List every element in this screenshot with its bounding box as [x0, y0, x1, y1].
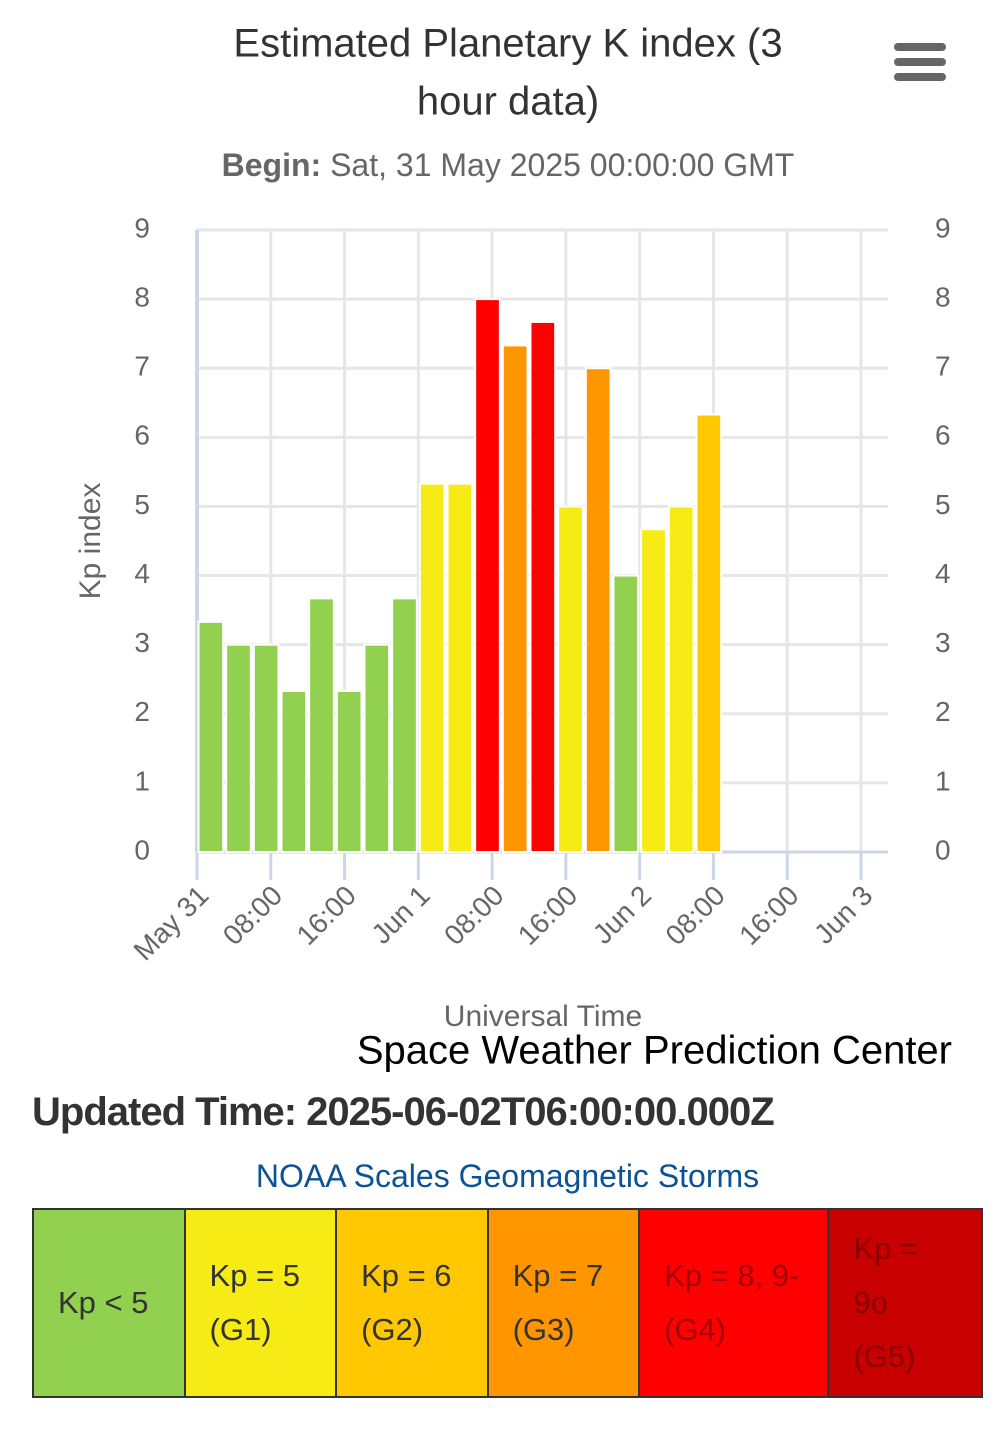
bar: [474, 298, 501, 854]
bar: [197, 620, 225, 853]
x-tick-label: Jun 2: [587, 880, 657, 950]
bar: [612, 574, 640, 853]
y-tick-label: 1: [134, 765, 150, 796]
scale-link[interactable]: NOAA Scales Geomagnetic Storms: [255, 1158, 760, 1194]
bar: [667, 505, 695, 853]
y2-tick-label: 3: [935, 627, 951, 658]
subtitle-text: Sat, 31 May 2025 00:00:00 GMT: [330, 147, 794, 183]
legend-cell: Kp = 8, 9- (G4): [640, 1210, 830, 1396]
bar: [391, 597, 418, 854]
y-tick-label: 7: [134, 351, 150, 382]
bar: [335, 689, 363, 854]
chart: Estimated Planetary K index (3 hour data…: [74, 22, 952, 1073]
credits: Space Weather Prediction Center: [357, 1029, 952, 1073]
bar: [584, 367, 612, 853]
y2-tick-label: 6: [935, 420, 951, 451]
menu-button[interactable]: [892, 40, 946, 84]
bar: [501, 344, 529, 853]
y2-tick-label: 8: [935, 282, 951, 313]
x-tick-label: 08:00: [659, 880, 730, 951]
chart-title: Estimated Planetary K index (3: [233, 22, 782, 66]
y2-tick-label: 2: [935, 696, 951, 727]
bar: [695, 413, 723, 853]
menu-line: [894, 73, 946, 81]
legend-cell: Kp = 6 (G2): [337, 1210, 489, 1396]
y-tick-label: 6: [134, 420, 150, 451]
y-tick-label: 2: [134, 696, 150, 727]
y-tick-label: 0: [134, 834, 150, 865]
bar: [557, 505, 584, 853]
subtitle: Begin: Sat, 31 May 2025 00:00:00 GMT: [222, 147, 795, 183]
bar: [418, 482, 446, 853]
bar: [363, 643, 391, 854]
x-tick-label: 16:00: [291, 880, 362, 951]
legend-table: Kp < 5 Kp = 5 (G1) Kp = 6 (G2) Kp = 7 (G3) K…: [32, 1208, 983, 1398]
y2-tick-label: 9: [935, 212, 951, 243]
bar: [225, 643, 252, 854]
y2-tick-label: 7: [935, 351, 951, 382]
x-tick-label: Jun 3: [808, 880, 878, 950]
y2-tick-label: 4: [935, 558, 951, 589]
x-tick-label: 08:00: [438, 880, 509, 951]
x-tick-label: 16:00: [733, 880, 804, 951]
bar: [529, 320, 557, 853]
y-axis-title: Kp index: [74, 483, 107, 600]
y2-tick-label: 1: [935, 765, 951, 796]
bar: [446, 482, 474, 853]
y-tick-label: 3: [134, 627, 150, 658]
updated-time: Updated Time: 2025-06-02T06:00:00.000Z: [32, 1090, 775, 1134]
y-tick-label: 9: [134, 212, 150, 243]
chart-title: hour data): [417, 80, 599, 124]
x-tick-label: 08:00: [217, 880, 288, 951]
legend-cell: Kp = 7 (G3): [488, 1210, 641, 1396]
y-tick-label: 5: [134, 489, 150, 520]
subtitle-label: Begin:: [222, 147, 322, 183]
bar: [280, 689, 308, 854]
bar: [308, 597, 335, 854]
y2-tick-label: 0: [935, 834, 951, 865]
bar: [640, 528, 667, 853]
menu-line: [894, 58, 946, 66]
y-tick-label: 4: [134, 558, 150, 589]
x-tick-label: May 31: [128, 880, 215, 967]
legend-cell: Kp = 9o (G5): [829, 1210, 981, 1396]
menu-line: [894, 43, 946, 51]
y-tick-label: 8: [134, 282, 150, 313]
x-axis-title: Universal Time: [444, 1000, 642, 1033]
y2-tick-label: 5: [935, 489, 951, 520]
legend-cell: Kp < 5: [34, 1210, 186, 1396]
bar: [252, 643, 280, 854]
x-tick-label: Jun 1: [365, 880, 435, 950]
x-tick-label: 16:00: [512, 880, 583, 951]
legend-cell: Kp = 5 (G1): [185, 1210, 338, 1396]
